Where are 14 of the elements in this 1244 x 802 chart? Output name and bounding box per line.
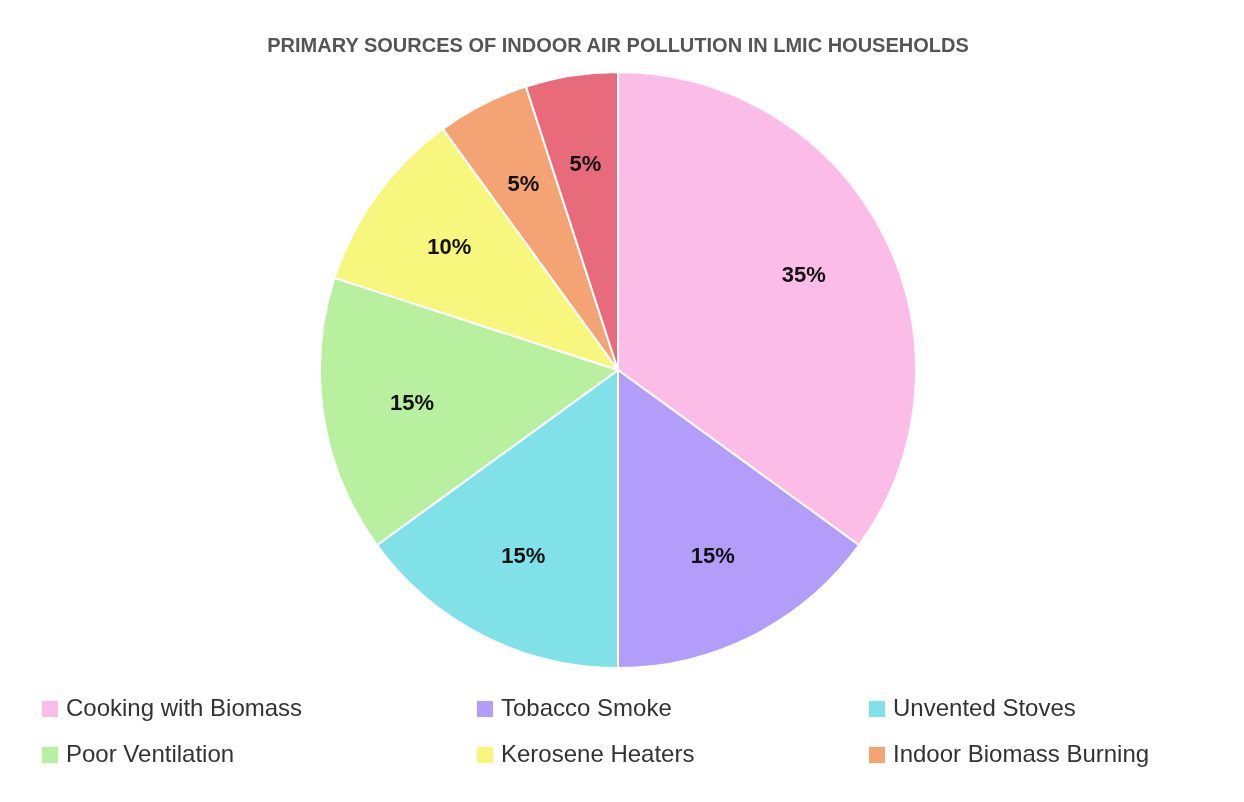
legend-label: Tobacco Smoke xyxy=(501,694,672,721)
legend-label: Poor Ventilation xyxy=(66,740,235,767)
data-label: 15% xyxy=(690,542,735,568)
chart-title: PRIMARY SOURCES OF INDOOR AIR POLLUTION IN LMIC HOUSEHOLDS xyxy=(267,34,969,56)
legend-label: Unvented Stoves xyxy=(893,694,1076,721)
legend-label: Indoor Biomass Burning xyxy=(893,740,1150,767)
data-label: 10% xyxy=(427,234,472,260)
legend-label: Cooking with Biomass xyxy=(66,694,303,721)
data-label: 5% xyxy=(569,150,602,176)
legend-label: Kerosene Heaters xyxy=(501,740,695,767)
data-label: 15% xyxy=(389,389,434,415)
data-label: 35% xyxy=(781,262,826,288)
data-label: 15% xyxy=(501,542,546,568)
data-label: 5% xyxy=(507,171,540,197)
